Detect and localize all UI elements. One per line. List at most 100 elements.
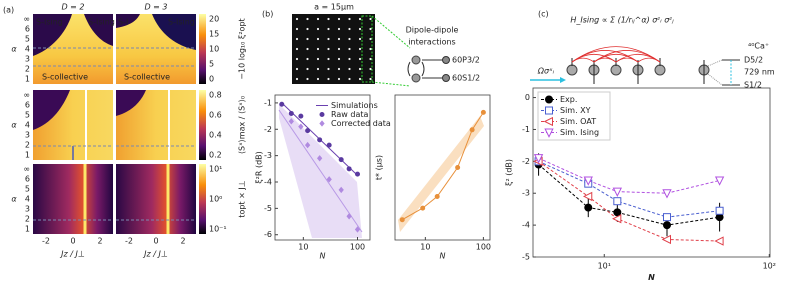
lattice-dot bbox=[358, 27, 362, 31]
lattice-dot bbox=[327, 57, 330, 61]
lattice-dot bbox=[306, 17, 309, 21]
marker bbox=[582, 191, 593, 202]
colorbar-tick-label: 15 bbox=[209, 30, 219, 39]
interaction-label: Dipole-dipole bbox=[406, 26, 459, 35]
x-axis-label: N bbox=[648, 273, 655, 282]
lattice-dot bbox=[327, 27, 330, 31]
x-tick-label: -2 bbox=[125, 237, 133, 246]
level-label: D5/2 bbox=[744, 56, 763, 65]
legend-marker bbox=[543, 116, 553, 127]
atom bbox=[411, 55, 421, 65]
marker bbox=[663, 213, 672, 222]
lattice-dot bbox=[306, 77, 309, 81]
y-tick-label: 3 bbox=[25, 55, 30, 64]
lattice-spacing: a = 15μm bbox=[314, 3, 354, 12]
marker bbox=[317, 137, 323, 143]
connector bbox=[371, 81, 411, 87]
colorbar-tick-label: 0.8 bbox=[209, 91, 222, 100]
heatmap-cell bbox=[116, 164, 196, 234]
colorbar-tick-label: 10¹ bbox=[209, 165, 222, 174]
legend-label: Simulations bbox=[331, 101, 378, 110]
lattice-dot bbox=[295, 77, 299, 81]
lattice-dot bbox=[337, 67, 341, 71]
lattice-dot bbox=[348, 67, 351, 71]
lattice-dot bbox=[337, 77, 341, 81]
y-tick-label: 6 bbox=[25, 25, 30, 34]
lattice-dot bbox=[358, 17, 362, 21]
marker bbox=[612, 214, 622, 224]
marker bbox=[346, 213, 352, 220]
panel-label: (a) bbox=[3, 6, 14, 15]
heatmap-title: D = 2 bbox=[61, 3, 84, 12]
lattice-dot bbox=[369, 57, 372, 61]
lattice-dot bbox=[337, 47, 341, 51]
marker bbox=[613, 197, 622, 206]
colorbar-tick-label: 10⁰ bbox=[209, 195, 222, 204]
marker bbox=[613, 208, 622, 217]
y-tick-label: 0 bbox=[525, 93, 530, 102]
lattice-dot bbox=[369, 27, 372, 31]
series-line bbox=[402, 112, 484, 221]
lattice-dot bbox=[348, 77, 351, 81]
connector bbox=[707, 73, 723, 86]
marker bbox=[714, 176, 725, 186]
lattice-dot bbox=[306, 47, 309, 51]
marker bbox=[420, 205, 426, 211]
colorbar-label: −10 log₁₀ ξ²opt bbox=[238, 18, 247, 79]
lattice-dot bbox=[316, 37, 320, 41]
heatmap-region bbox=[152, 14, 196, 50]
lattice-dot bbox=[327, 17, 330, 21]
colorbar-tick-label: 0 bbox=[209, 75, 214, 84]
colorbar-label: topt × J⊥ bbox=[238, 180, 247, 217]
ion bbox=[610, 64, 622, 76]
series-line bbox=[538, 164, 720, 226]
x-tick-label: 10² bbox=[763, 262, 776, 271]
y-tick-label: 4 bbox=[25, 45, 30, 54]
marker bbox=[480, 109, 486, 115]
lattice-dot bbox=[348, 57, 351, 61]
colorbar bbox=[199, 14, 206, 84]
y-tick-label: -4 bbox=[264, 178, 272, 187]
level-label: 60S1/2 bbox=[452, 74, 480, 83]
lattice-dots bbox=[295, 17, 372, 81]
lattice-dot bbox=[327, 67, 330, 71]
colorbar bbox=[199, 90, 206, 160]
y-tick-label: 2 bbox=[25, 215, 30, 224]
y-tick-label: 5 bbox=[25, 35, 30, 44]
legend-label: Corrected data bbox=[331, 119, 391, 128]
panel-label: (c) bbox=[538, 10, 549, 19]
lattice-dot bbox=[358, 37, 362, 41]
legend-label: Exp. bbox=[560, 95, 577, 104]
x-axis-label: N bbox=[440, 251, 446, 260]
region-label: S-Ising bbox=[36, 18, 63, 27]
level bbox=[442, 74, 450, 82]
lattice-dot bbox=[337, 37, 341, 41]
y-tick-label: -6 bbox=[264, 230, 272, 239]
ion bbox=[566, 64, 578, 76]
lattice-dot bbox=[337, 27, 341, 31]
simulation-line bbox=[278, 109, 363, 233]
marker bbox=[533, 154, 544, 164]
x-tick-label: 2 bbox=[97, 237, 102, 246]
marker bbox=[661, 234, 672, 245]
y-tick-label: 5 bbox=[25, 185, 30, 194]
marker bbox=[288, 110, 294, 116]
legend-label: Raw data bbox=[331, 110, 368, 119]
interaction-arc bbox=[637, 57, 661, 63]
lattice-dot bbox=[295, 27, 299, 31]
y-axis-label: ξ²R (dB) bbox=[255, 151, 264, 184]
lattice-dot bbox=[295, 67, 299, 71]
x-tick-label: 0 bbox=[153, 237, 158, 246]
marker bbox=[326, 142, 332, 148]
lattice-dot bbox=[316, 27, 320, 31]
panel-label: (b) bbox=[262, 10, 273, 19]
y-tick-label: 1 bbox=[25, 225, 30, 234]
y-tick-label: 4 bbox=[25, 195, 30, 204]
lattice-dot bbox=[337, 17, 341, 21]
arrow-head bbox=[560, 77, 566, 83]
laser-label: 729 nm bbox=[744, 68, 775, 77]
region-label: S-collective bbox=[124, 73, 170, 82]
lattice-dot bbox=[369, 47, 372, 51]
lattice-dot bbox=[306, 67, 309, 71]
lattice-dot bbox=[316, 77, 320, 81]
